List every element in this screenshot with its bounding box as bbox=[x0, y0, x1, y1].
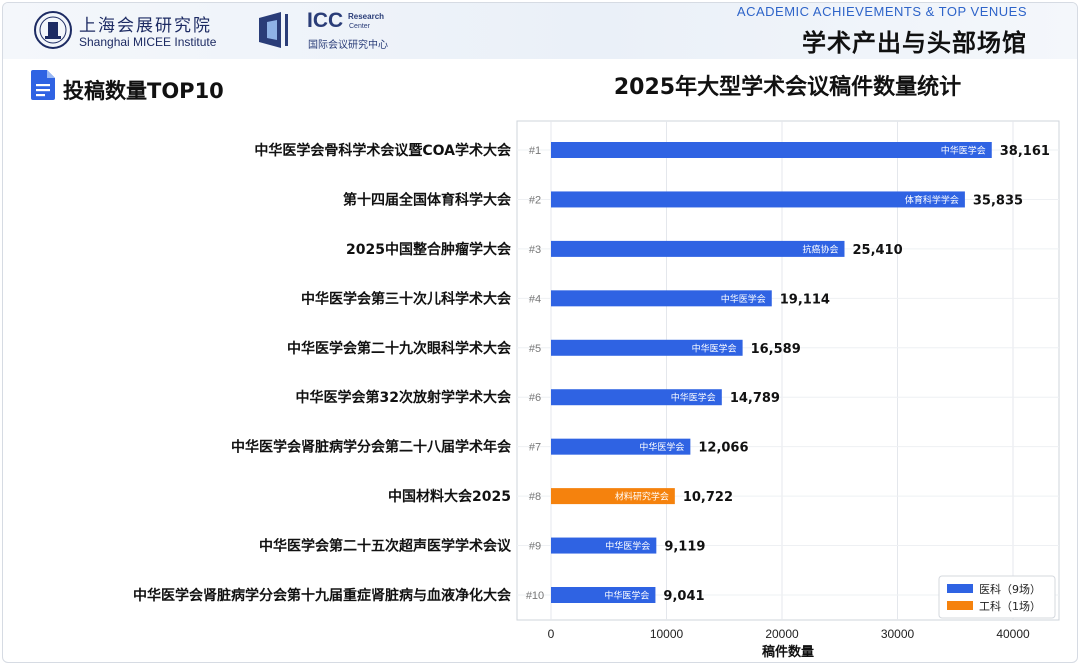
bar bbox=[551, 488, 675, 505]
bar-organizer-label: 中华医学会 bbox=[671, 392, 716, 404]
category-label: 中华医学会第32次放射学学术大会 bbox=[296, 389, 512, 406]
category-label: 第十四届全国体育科学大会 bbox=[343, 191, 512, 208]
chart-title: 2025年大型学术会议稿件数量统计 bbox=[613, 75, 962, 100]
legend-swatch bbox=[947, 584, 973, 593]
data-label: 12,066 bbox=[698, 441, 748, 456]
rank-label: #8 bbox=[529, 491, 541, 503]
category-label: 中华医学会肾脏病学分会第十九届重症肾脏病与血液净化大会 bbox=[133, 587, 512, 604]
data-label: 16,589 bbox=[751, 342, 801, 357]
icc-logo-icon bbox=[259, 12, 288, 48]
legend-entry: 医科（9场） bbox=[979, 582, 1041, 596]
section-title: 投稿数量TOP10 bbox=[63, 79, 224, 103]
x-tick-label: 40000 bbox=[996, 627, 1030, 641]
plot-area bbox=[516, 120, 1060, 621]
x-tick-label: 20000 bbox=[765, 627, 799, 641]
bar-organizer-label: 中华医学会 bbox=[692, 342, 737, 354]
bar bbox=[551, 339, 743, 356]
rank-label: #7 bbox=[529, 442, 541, 454]
header-chinese-title: 学术产出与头部场馆 bbox=[802, 29, 1027, 57]
org1-chinese-name: 上海会展研究院 bbox=[79, 16, 212, 36]
bar-organizer-label: 材料研究学会 bbox=[615, 491, 669, 503]
header-english-title: ACADEMIC ACHIEVEMENTS & TOP VENUES bbox=[736, 4, 1027, 19]
document-icon bbox=[31, 70, 55, 100]
bar bbox=[551, 587, 656, 603]
rank-label: #2 bbox=[529, 194, 541, 206]
x-tick-label: 10000 bbox=[650, 627, 684, 641]
bar-organizer-label: 中华医学会 bbox=[941, 145, 986, 157]
data-label: 25,410 bbox=[852, 243, 902, 258]
bar-organizer-label: 抗癌协会 bbox=[802, 243, 838, 255]
micee-logo-icon bbox=[34, 11, 72, 49]
x-tick-label: 0 bbox=[548, 627, 555, 641]
x-tick-label: 30000 bbox=[881, 627, 915, 641]
data-label: 9,119 bbox=[664, 540, 705, 555]
rank-label: #6 bbox=[529, 392, 541, 404]
rank-label: #5 bbox=[529, 343, 541, 355]
category-label: 中华医学会第二十五次超声医学学术会议 bbox=[259, 538, 512, 555]
bar-organizer-label: 中华医学会 bbox=[604, 590, 649, 602]
category-label: 2025中国整合肿瘤学大会 bbox=[346, 241, 512, 258]
bar bbox=[551, 142, 992, 158]
rank-label: #3 bbox=[529, 244, 541, 256]
rank-label: #4 bbox=[529, 293, 541, 305]
bar-organizer-label: 中华医学会 bbox=[605, 540, 650, 552]
category-label: 中华医学会肾脏病学分会第二十八届学术年会 bbox=[231, 439, 512, 456]
rank-label: #1 bbox=[529, 145, 541, 157]
legend-swatch bbox=[947, 601, 973, 610]
org2-center-label: Center bbox=[349, 23, 371, 30]
data-label: 10,722 bbox=[683, 490, 733, 505]
org1-english-name: Shanghai MICEE Institute bbox=[79, 35, 217, 49]
data-label: 19,114 bbox=[780, 292, 830, 307]
data-label: 9,041 bbox=[663, 589, 704, 604]
bar bbox=[551, 290, 772, 307]
legend-entry: 工科（1场） bbox=[979, 599, 1041, 613]
bar bbox=[551, 537, 657, 554]
bar bbox=[551, 438, 691, 455]
bar bbox=[551, 240, 845, 257]
bar-organizer-label: 体育科学学会 bbox=[905, 194, 959, 206]
x-axis-label: 稿件数量 bbox=[762, 644, 814, 660]
data-label: 14,789 bbox=[730, 391, 780, 406]
category-label: 中华医学会第三十次儿科学术大会 bbox=[301, 290, 512, 307]
data-label: 35,835 bbox=[973, 193, 1023, 208]
bar-organizer-label: 中华医学会 bbox=[639, 441, 684, 453]
org2-name: ICC bbox=[307, 9, 344, 32]
category-label: 中华医学会骨科学术会议暨COA学术大会 bbox=[254, 142, 512, 159]
org2-research-label: Research bbox=[348, 12, 385, 21]
rank-label: #9 bbox=[529, 541, 541, 553]
bar bbox=[551, 389, 722, 406]
category-label: 中华医学会第二十九次眼科学术大会 bbox=[287, 340, 512, 357]
rank-label: #10 bbox=[526, 590, 544, 602]
category-label: 中国材料大会2025 bbox=[388, 488, 511, 505]
data-label: 38,161 bbox=[1000, 144, 1050, 159]
org2-chinese-name: 国际会议研究中心 bbox=[308, 40, 388, 51]
bar-chart: 0 10000 20000 30000 40000 稿件数量 中华医学会骨科学术会议暨COA… bbox=[133, 120, 1060, 660]
bar-organizer-label: 中华医学会 bbox=[721, 293, 766, 305]
bar bbox=[551, 191, 965, 208]
header-banner: 上海会展研究院 Shanghai MICEE Institute ICC Res… bbox=[3, 3, 1077, 59]
